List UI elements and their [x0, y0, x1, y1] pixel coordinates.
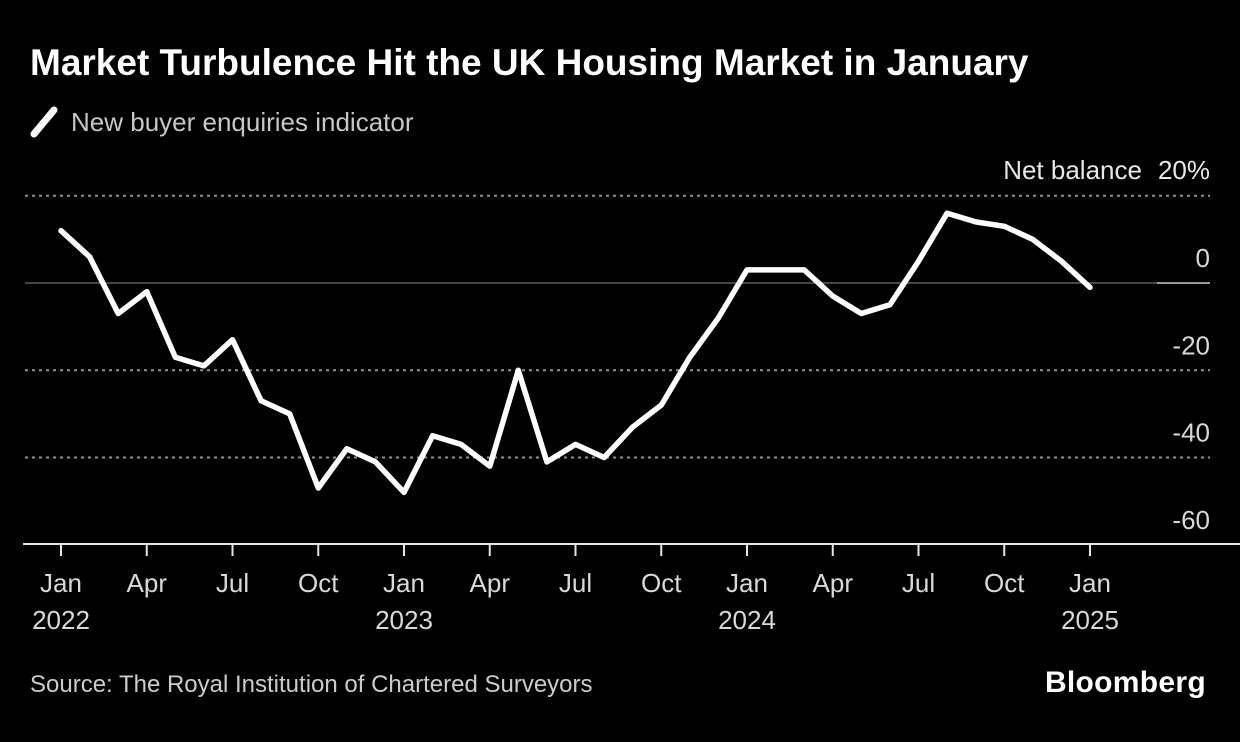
- y-axis-annotation: Net balance 20%: [1003, 155, 1210, 185]
- y-tick-label: 0: [1196, 243, 1210, 273]
- y-tick-label: -60: [1172, 505, 1210, 535]
- x-tick-label: Jan: [726, 568, 768, 598]
- data-line: [58, 210, 1093, 496]
- x-tick-year-label: 2022: [32, 605, 90, 635]
- x-tick-label: Apr: [127, 568, 168, 598]
- x-tick-label: Jul: [902, 568, 935, 598]
- x-tick-year-label: 2023: [375, 605, 433, 635]
- x-tick-label: Oct: [984, 568, 1025, 598]
- x-tick-label: Jan: [383, 568, 425, 598]
- x-tick-year-label: 2024: [718, 605, 776, 635]
- x-tick-label: Oct: [641, 568, 682, 598]
- y-tick-label: -20: [1172, 330, 1210, 360]
- source-text: Source: The Royal Institution of Charter…: [30, 671, 593, 698]
- x-tick-label: Jan: [40, 568, 82, 598]
- x-tick-label: Apr: [813, 568, 854, 598]
- x-tick-label: Jul: [216, 568, 249, 598]
- chart-title: Market Turbulence Hit the UK Housing Mar…: [30, 42, 1029, 83]
- x-tick-label: Jul: [559, 568, 592, 598]
- x-tick-label: Apr: [470, 568, 511, 598]
- x-tick-label: Jan: [1069, 568, 1111, 598]
- bloomberg-logo: Bloomberg: [1044, 666, 1206, 699]
- y-tick-label: -40: [1172, 418, 1210, 448]
- legend-label: New buyer enquiries indicator: [71, 106, 414, 137]
- line-series-icon: [30, 106, 58, 138]
- x-tick-year-label: 2025: [1061, 605, 1119, 635]
- x-tick-label: Oct: [298, 568, 339, 598]
- legend: New buyer enquiries indicator: [30, 106, 414, 138]
